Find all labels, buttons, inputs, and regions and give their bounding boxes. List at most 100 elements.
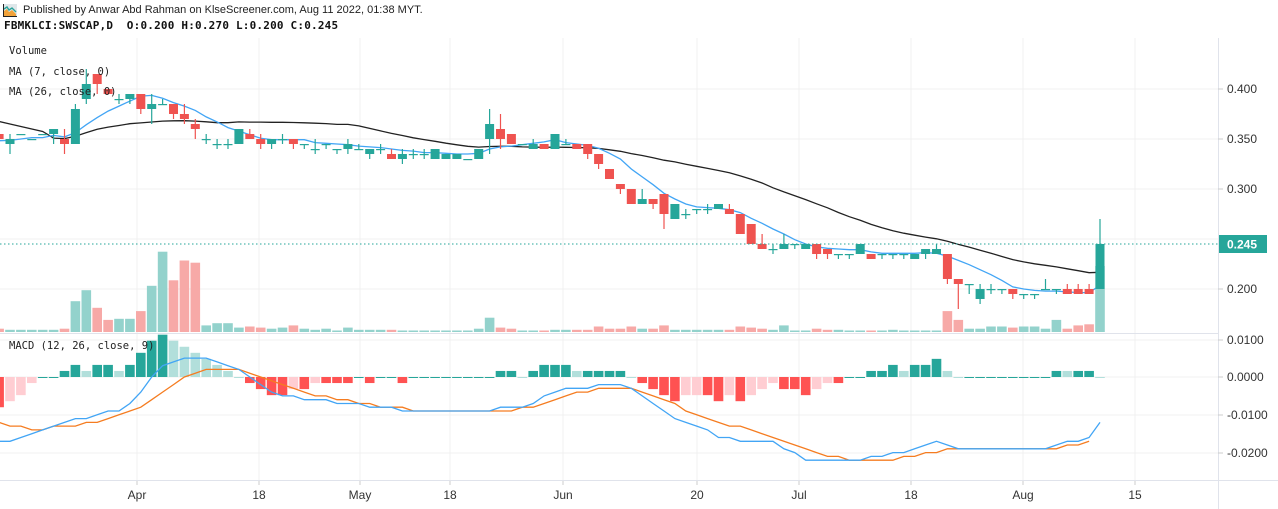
macd-hist-bar [136,352,146,377]
candle-body [659,194,669,214]
macd-hist-bar [648,377,658,390]
candle-body [964,284,974,286]
volume-bar [713,329,724,332]
ma26-line [0,120,1101,274]
volume-bar [484,317,495,332]
macd-hist-bar [299,377,310,390]
price-axis-label: 0.350 [1227,132,1257,146]
time-axis-label: Apr [128,488,147,502]
volume-bar [386,329,397,332]
macd-hist-bar [266,377,277,396]
legend-macd[interactable]: MACD (12, 26, close, 9) [9,340,155,352]
candle-body [735,214,745,234]
candle-body [179,114,189,119]
macd-line [0,357,1101,461]
volume-bar [114,318,124,332]
volume-bar [245,326,255,332]
volume-bar [997,326,1007,332]
candle-body [823,249,832,254]
candle-body [408,154,418,156]
macd-hist-bar [779,377,789,390]
macd-hist-bar [593,370,604,377]
macd-hist-bar [550,364,560,377]
legend-ma7[interactable]: MA (7, close, 0) [9,66,111,78]
macd-hist-bar [572,370,582,377]
time-axis-label: Jun [553,488,572,502]
volume-bar [168,280,179,332]
volume-bar [1008,327,1018,332]
candle-body [561,144,571,146]
volume-bar [800,330,811,332]
candle-body [550,134,560,149]
macd-hist-bar [877,370,887,377]
macd-hist-bar [942,370,953,377]
candle-body [517,144,527,146]
volume-bar [539,330,549,332]
candle-body [528,144,538,149]
volume-bar [550,329,560,332]
macd-axis-label: -0.0200 [1227,446,1268,460]
volume-bar [343,327,353,332]
volume-bar [866,330,876,332]
time-axis-label: 18 [904,488,918,502]
macd-hist-bar [321,377,331,384]
candle-body [703,209,713,211]
volume-bar [16,329,26,332]
macd-hist-bar [201,358,211,377]
macd-hist-bar [604,370,615,377]
candle-body [833,254,843,256]
volume-bar [811,328,822,332]
candle-body [1041,289,1050,291]
price-axis-label: 0.400 [1227,82,1257,96]
candle-body [114,99,124,101]
volume-bar [125,318,135,332]
candle-body [986,289,996,291]
candle-body [70,109,80,144]
legend-volume[interactable]: Volume [9,45,47,57]
candle-body [724,209,734,214]
volume-bar [757,328,767,332]
volume-bar [604,328,615,332]
candle-body [169,104,178,114]
volume-bar [463,330,473,332]
macd-hist-bar [768,377,778,384]
macd-hist-bar [844,377,855,378]
macd-hist-bar [833,377,844,384]
candle-body [932,249,941,254]
time-axis-label: Jul [791,488,806,502]
legend-ma26[interactable]: MA (26, close, 0) [9,86,117,98]
volume-bar [920,330,931,332]
volume-bar [637,328,647,332]
macd-hist-bar [364,377,375,384]
candle-body [158,104,168,106]
time-axis-label: 15 [1128,488,1142,502]
candle-body [899,254,909,256]
macd-axis-label: 0.0000 [1227,370,1264,384]
candle-body [365,149,375,154]
volume-bar [833,329,844,332]
candle-body [768,249,778,251]
candle-body [60,139,69,144]
candle-body [474,149,484,159]
volume-bar [70,301,81,332]
time-axis-label: 18 [443,488,457,502]
candle-body [877,254,887,256]
macd-lines [0,357,1101,461]
volume-bar [855,330,865,332]
candle-body [136,94,146,109]
macd-hist-bar [92,364,102,377]
candle-body [506,134,516,144]
candle-body [1084,289,1094,294]
macd-hist-bar [354,377,364,378]
macd-hist-bar [408,377,419,378]
volume-bar [953,319,964,332]
candle-body [1008,289,1018,294]
macd-hist-bar [332,377,342,384]
volume-bar [473,328,484,332]
candle-body [997,289,1007,291]
macd-hist-bar [277,377,288,396]
volume-bar [37,329,48,332]
macd-hist-bar [582,370,593,377]
volume-bar [234,327,244,332]
